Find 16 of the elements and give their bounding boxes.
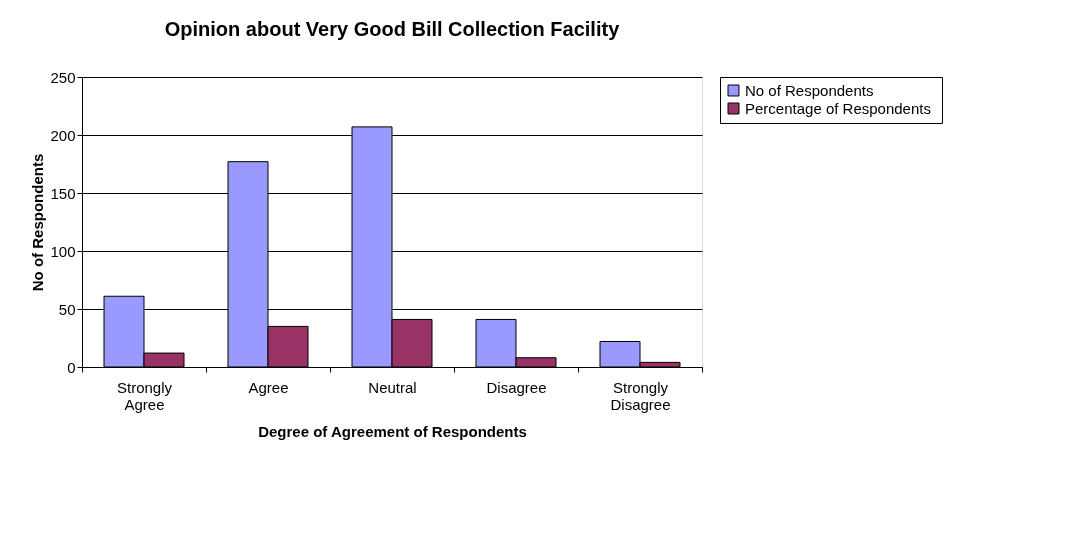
y-tick-label: 0 xyxy=(67,358,76,376)
y-axis-title: No of Respondents xyxy=(29,153,47,292)
x-tick-label: Agree xyxy=(248,378,289,396)
x-tick-label: Disagree xyxy=(486,378,547,396)
x-tick-label: Neutral xyxy=(368,378,417,396)
legend-label: Percentage of Respondents xyxy=(745,99,931,117)
x-tick-label: Strongly Agree xyxy=(116,378,173,413)
y-tick-label: 50 xyxy=(58,300,76,318)
y-tick-label: 150 xyxy=(50,184,76,202)
legend-label: No of Respondents xyxy=(745,81,874,99)
x-axis-title: Degree of Agreement of Respondents xyxy=(258,422,527,440)
y-tick-label: 250 xyxy=(50,68,76,86)
y-tick-label: 200 xyxy=(50,126,76,144)
y-tick-label: 100 xyxy=(50,242,76,260)
x-tick-label: Strongly Disagree xyxy=(610,378,671,413)
chart-title: Opinion about Very Good Bill Collection Facility xyxy=(164,18,621,40)
